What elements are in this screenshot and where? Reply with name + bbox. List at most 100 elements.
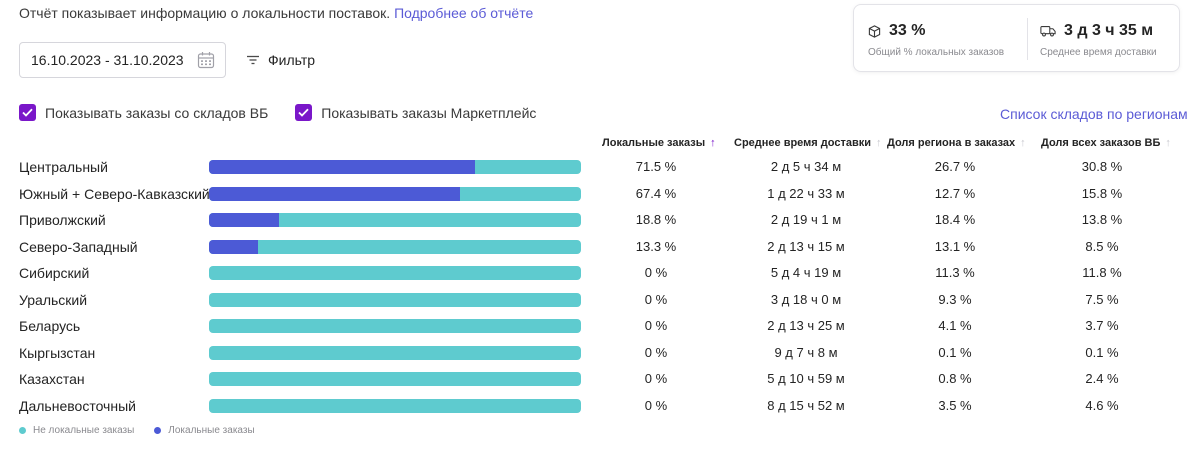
delivery-time-cell: 2 д 5 ч 34 м <box>770 159 842 174</box>
locality-bar <box>209 345 581 360</box>
local-orders-cell: 71.5 % <box>635 159 677 174</box>
warehouses-by-region-link[interactable]: Список складов по регионам <box>1000 106 1188 122</box>
locality-bar <box>209 239 581 254</box>
local-orders-cell: 0 % <box>644 291 668 307</box>
chart-legend: Не локальные заказы Локальные заказы <box>19 425 275 436</box>
report-details-link[interactable]: Подробнее об отчёте <box>394 5 534 21</box>
locality-bar-fill <box>209 160 475 174</box>
locality-bar <box>209 213 581 227</box>
region-name: Южный + Северо-Кавказский <box>19 185 210 202</box>
column-header-total-share[interactable]: Доля всех заказов ВБ ↑ <box>1041 137 1171 149</box>
region-name: Дальневосточный <box>19 397 136 414</box>
region-share-cell: 3.5 % <box>938 397 972 413</box>
legend-label: Не локальные заказы <box>33 425 135 436</box>
delivery-time-cell: 8 д 15 ч 52 м <box>767 397 845 413</box>
total-share-cell: 13.8 % <box>1081 212 1123 227</box>
local-share-value: 33 % <box>889 22 926 39</box>
marketplace-label: Показывать заказы Маркетплейс <box>321 104 537 121</box>
wb-warehouses-checkbox[interactable]: Показывать заказы со складов ВБ <box>19 104 268 121</box>
total-share-cell: 7.5 % <box>1085 291 1119 307</box>
column-header-local-orders[interactable]: Локальные заказы ↑ <box>602 137 716 149</box>
region-share-cell: 12.7 % <box>934 185 976 201</box>
table-row: Центральный 71.5 % 2 д 5 ч 34 м 26.7 % 30.8 … <box>0 155 1200 181</box>
legend-item-nonlocal: Не локальные заказы <box>19 425 134 436</box>
checkbox-checked-icon[interactable] <box>19 104 36 121</box>
local-orders-cell: 0 % <box>644 371 668 386</box>
delivery-time-cell: 5 д 10 ч 59 м <box>767 371 845 386</box>
region-share-cell: 13.1 % <box>934 238 976 254</box>
wb-warehouses-label: Показывать заказы со складов ВБ <box>45 104 269 121</box>
table-row: Сибирский 0 % 5 д 4 ч 19 м 11.3 % 11.8 % <box>0 261 1200 287</box>
locality-bar-fill <box>209 239 259 254</box>
local-share-label: Общий % локальных заказов <box>868 47 1005 58</box>
column-header-region-share[interactable]: Доля региона в заказах ↑ <box>887 137 1026 149</box>
total-share-cell: 3.7 % <box>1085 318 1119 333</box>
region-name: Сибирский <box>19 265 90 281</box>
locality-bar <box>209 398 581 413</box>
local-orders-cell: 13.3 % <box>635 238 677 254</box>
locality-bar <box>209 372 581 386</box>
local-orders-cell: 0 % <box>644 265 668 280</box>
truck-icon <box>1040 26 1056 37</box>
table-row: Беларусь 0 % 2 д 13 ч 25 м 4.1 % 3.7 % <box>0 314 1200 340</box>
locality-bar <box>209 266 581 280</box>
locality-bar <box>209 292 581 307</box>
delivery-time-value: 3 д 3 ч 35 м <box>1064 22 1154 39</box>
marketplace-checkbox[interactable]: Показывать заказы Маркетплейс <box>295 104 536 121</box>
region-name: Центральный <box>19 159 108 175</box>
local-orders-cell: 0 % <box>644 397 668 413</box>
delivery-time-stat: 3 д 3 ч 35 м Среднее время доставки <box>1040 5 1175 71</box>
local-orders-cell: 67.4 % <box>635 185 677 201</box>
region-share-cell: 0.8 % <box>938 371 972 386</box>
region-name: Уральский <box>19 291 88 308</box>
total-share-cell: 8.5 % <box>1085 238 1119 254</box>
legend-label: Локальные заказы <box>168 425 255 436</box>
sort-arrow-icon[interactable]: ↑ <box>710 137 716 149</box>
region-share-cell: 26.7 % <box>934 159 976 174</box>
delivery-time-cell: 2 д 13 ч 15 м <box>767 238 845 254</box>
locality-bar-fill <box>209 186 460 201</box>
table-row: Казахстан 0 % 5 д 10 ч 59 м 0.8 % 2.4 % <box>0 367 1200 393</box>
delivery-time-cell: 9 д 7 ч 8 м <box>774 344 838 360</box>
local-orders-cell: 0 % <box>644 344 668 360</box>
region-name: Приволжский <box>19 212 106 228</box>
delivery-time-cell: 1 д 22 ч 33 м <box>767 185 845 201</box>
legend-dot <box>19 427 26 434</box>
total-share-cell: 30.8 % <box>1081 159 1123 174</box>
column-header-delivery-time[interactable]: Среднее время доставки ↑ <box>734 137 881 149</box>
summary-divider <box>1027 18 1028 60</box>
local-share-stat: 33 % Общий % локальных заказов <box>868 5 1018 71</box>
delivery-time-cell: 3 д 18 ч 0 м <box>770 291 842 307</box>
total-share-cell: 0.1 % <box>1085 344 1119 360</box>
region-share-cell: 4.1 % <box>938 318 972 333</box>
region-name: Северо-Западный <box>19 238 138 255</box>
delivery-time-cell: 2 д 13 ч 25 м <box>767 318 845 333</box>
calendar-icon[interactable] <box>197 51 215 69</box>
sort-arrow-icon[interactable]: ↑ <box>875 137 882 149</box>
region-share-cell: 9.3 % <box>938 291 972 307</box>
table-row: Уральский 0 % 3 д 18 ч 0 м 9.3 % 7.5 % <box>0 288 1200 314</box>
region-share-cell: 18.4 % <box>934 212 976 227</box>
box-icon <box>868 24 881 38</box>
region-name: Беларусь <box>19 318 81 334</box>
filter-button[interactable]: Фильтр <box>247 52 315 68</box>
column-header-label: Доля региона в заказах <box>887 137 1016 149</box>
date-range-value: 16.10.2023 - 31.10.2023 <box>31 52 184 68</box>
order-source-checkboxes: Показывать заказы со складов ВБ Показыва… <box>19 104 563 121</box>
locality-bar <box>209 319 581 333</box>
sort-arrow-icon[interactable]: ↑ <box>1165 137 1171 149</box>
delivery-time-label: Среднее время доставки <box>1040 47 1157 58</box>
report-description: Отчёт показывает информацию о локальност… <box>19 5 533 21</box>
column-header-label: Доля всех заказов ВБ <box>1041 137 1161 149</box>
filter-icon <box>247 55 259 65</box>
total-share-cell: 15.8 % <box>1081 185 1123 201</box>
delivery-time-cell: 2 д 19 ч 1 м <box>770 212 842 227</box>
region-name: Казахстан <box>19 371 85 387</box>
sort-arrow-icon[interactable]: ↑ <box>1020 137 1026 149</box>
locality-bar <box>209 186 581 201</box>
local-orders-cell: 0 % <box>644 318 668 333</box>
date-range-picker[interactable]: 16.10.2023 - 31.10.2023 <box>19 42 226 78</box>
checkbox-checked-icon[interactable] <box>295 104 313 121</box>
region-share-cell: 0.1 % <box>938 344 972 360</box>
region-share-cell: 11.3 % <box>935 265 975 280</box>
